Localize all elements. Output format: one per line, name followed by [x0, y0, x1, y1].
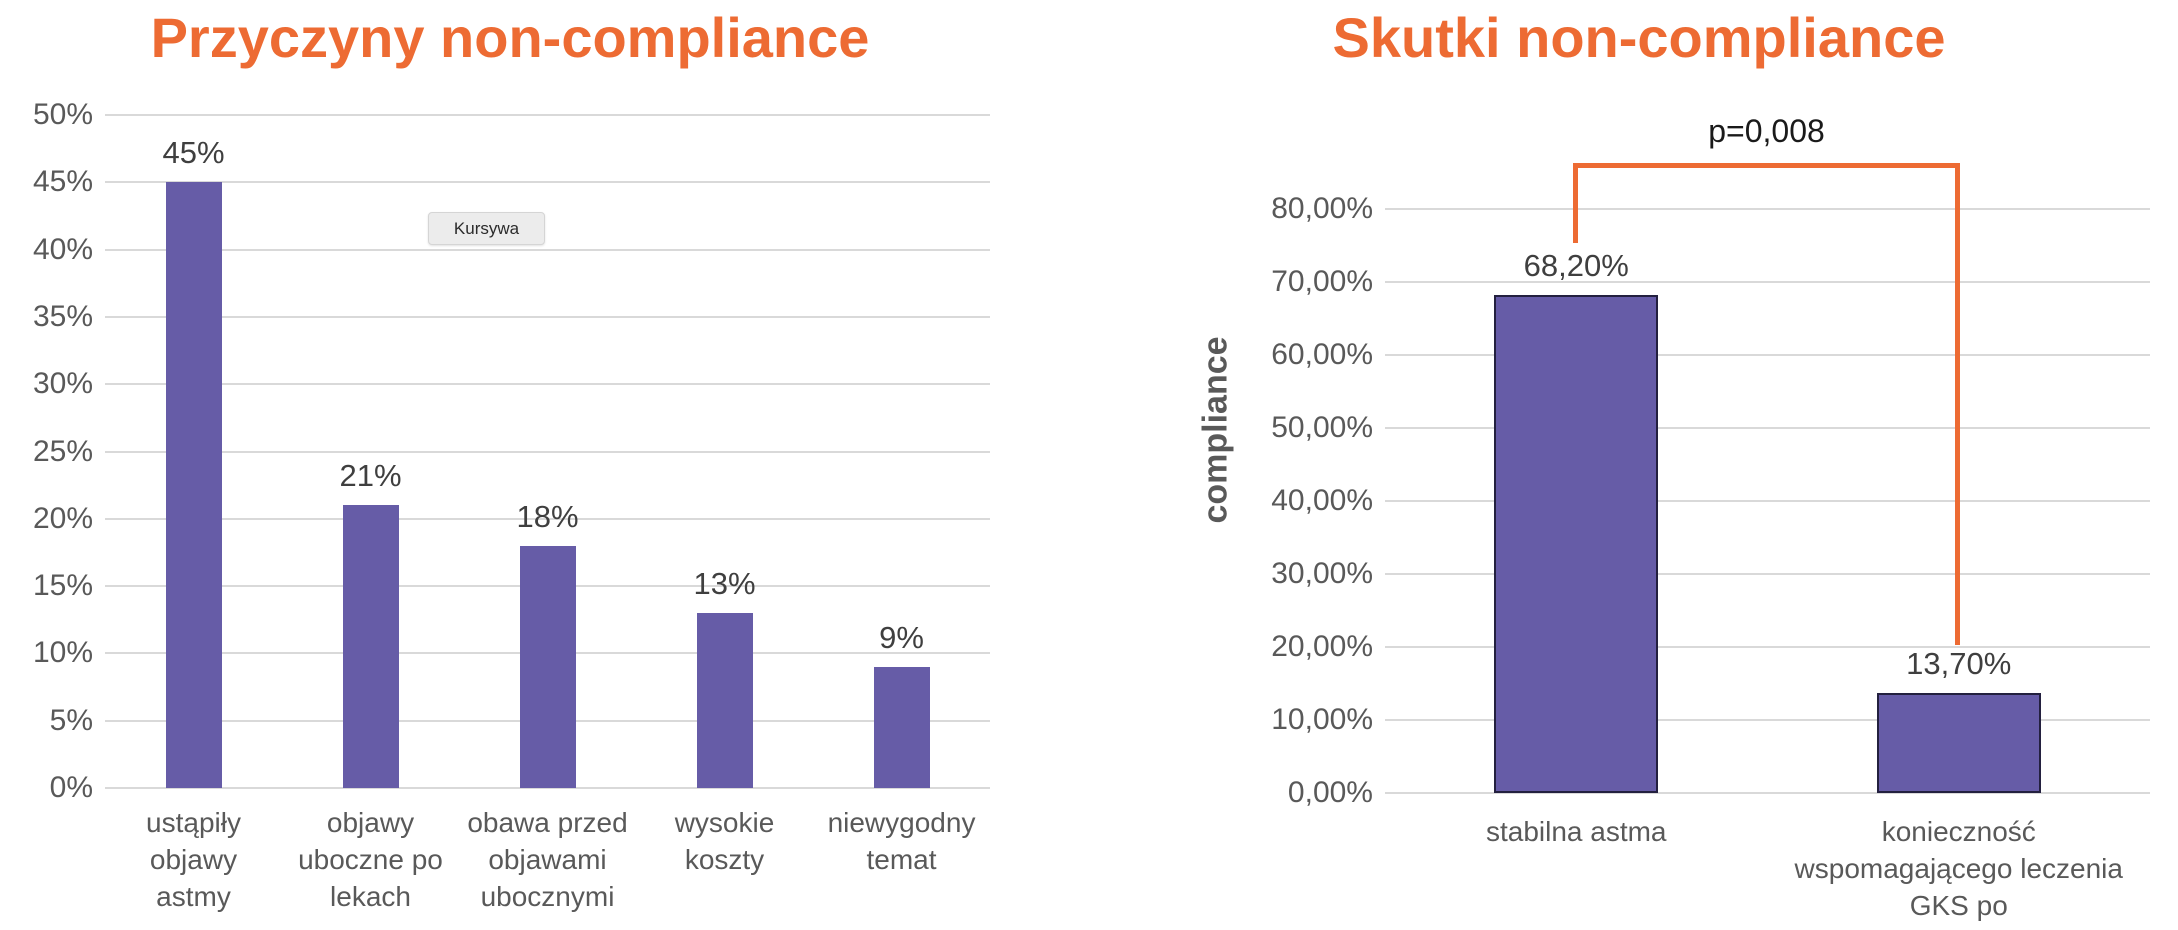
y-tick-label: 40,00% [1271, 484, 1373, 517]
y-gridline [1385, 792, 2150, 794]
significance-bracket-left-drop [1573, 163, 1578, 243]
y-gridline [1385, 646, 2150, 648]
category-label: konieczność wspomagającego leczenia GKS po [1768, 813, 2151, 924]
y-gridline [1385, 281, 2150, 283]
y-tick-label: 0% [49, 771, 93, 804]
category-label-line: astmy [156, 881, 231, 912]
y-gridline [105, 517, 990, 520]
bar-value-label: 68,20% [1523, 248, 1629, 284]
bar-value-label: 18% [516, 498, 579, 534]
category-label: niewygodny temat [813, 804, 990, 878]
category-label-line: ubocznymi [480, 881, 615, 912]
significance-bracket-right-drop [1955, 163, 1960, 645]
bar-value-label: 9% [879, 619, 924, 655]
category-label: stabilna astma [1385, 813, 1768, 850]
significance-bracket-horizontal [1573, 163, 1960, 168]
bar[interactable] [1494, 295, 1659, 793]
y-gridline [1385, 427, 2150, 429]
bar-value-label: 13% [693, 566, 756, 602]
y-gridline [105, 787, 990, 789]
category-label-line: obawa przed [467, 807, 628, 838]
bar-value-label: 13,70% [1906, 646, 2012, 681]
category-label: obawa przed objawami ubocznymi [459, 804, 636, 915]
y-tick-label: 5% [49, 703, 93, 737]
y-gridline [105, 248, 990, 251]
y-tick-label: 20% [32, 501, 93, 535]
y-tick-label: 45% [32, 165, 93, 199]
bar[interactable] [873, 666, 930, 788]
category-label-line: lekach [330, 881, 411, 912]
bar[interactable] [342, 505, 399, 788]
category-label-line: koszty [684, 844, 765, 875]
chart-causes-non-compliance: Przyczyny non-compliance 0% 5% 10% 15% 20% 25… [0, 0, 1020, 930]
chart-title-causes: Przyczyny non-compliance [150, 6, 870, 69]
bar[interactable] [519, 545, 576, 788]
y-tick-label: 70,00% [1271, 265, 1373, 298]
category-label: wysokie koszty [636, 804, 813, 878]
category-label-line: objawami [488, 844, 607, 875]
category-label: ustąpiły objawy astmy [105, 804, 282, 915]
y-tick-label: 10% [32, 636, 93, 670]
category-label-line: temat [866, 844, 937, 875]
y-gridline [105, 181, 990, 184]
category-label-line: wysokie [674, 807, 775, 838]
y-gridline [1385, 208, 2150, 210]
category-label-line: niewygodny [827, 807, 976, 838]
y-tick-label: 15% [32, 569, 93, 603]
category-label-line: objawy [326, 807, 415, 838]
y-tick-label: 50,00% [1271, 411, 1373, 444]
category-label-line: konieczność [1881, 816, 2036, 847]
y-tick-label: 30% [32, 367, 93, 401]
category-label-line: GKS po [1909, 890, 2008, 921]
category-label-line: wspomagającego leczenia [1794, 853, 2123, 884]
bar[interactable] [696, 613, 753, 788]
chart-title-effects: Skutki non-compliance [1332, 6, 1946, 69]
chart-effects-non-compliance: Skutki non-compliance compliance p=0,008… [1100, 0, 2178, 930]
y-tick-label: 30,00% [1271, 557, 1373, 590]
bar[interactable] [1876, 693, 2041, 793]
bar-value-label: 21% [339, 458, 402, 494]
category-label: objawy uboczne po lekach [282, 804, 459, 915]
bar-value-label: 45% [162, 135, 225, 171]
y-tick-label: 60,00% [1271, 338, 1373, 371]
plot-area-effects: p=0,008 0,00% 10,00% 20,00% 30,00% 40,00% 50,… [1271, 113, 2150, 921]
plot-area-causes: 0% 5% 10% 15% 20% 25% 30% 35% 40% 45% 50% 45% ustąpi… [33, 98, 990, 912]
bar[interactable] [165, 182, 222, 788]
y-tick-label: 40% [32, 232, 93, 266]
category-label-line: ustąpiły [146, 807, 241, 838]
category-label-line: stabilna astma [1485, 816, 1667, 847]
y-gridline [1385, 500, 2150, 502]
y-gridline [1385, 354, 2150, 356]
y-gridline [105, 450, 990, 453]
p-value-label: p=0,008 [1708, 113, 1825, 149]
y-gridline [105, 383, 990, 386]
y-gridline [1385, 719, 2150, 721]
y-tick-label: 0,00% [1287, 776, 1373, 809]
y-tick-label: 80,00% [1271, 192, 1373, 225]
y-gridline [105, 114, 990, 116]
category-label-line: uboczne po [298, 844, 443, 875]
y-tick-label: 35% [32, 299, 93, 333]
category-label-line: objawy [149, 844, 238, 875]
y-tick-label: 50% [32, 98, 93, 131]
y-gridline [1385, 573, 2150, 575]
y-tick-label: 20,00% [1271, 630, 1373, 663]
y-tick-label: 10,00% [1271, 703, 1373, 736]
italic-button-tooltip: Kursywa [428, 212, 545, 245]
y-tick-label: 25% [32, 434, 93, 468]
y-gridline [105, 315, 990, 318]
